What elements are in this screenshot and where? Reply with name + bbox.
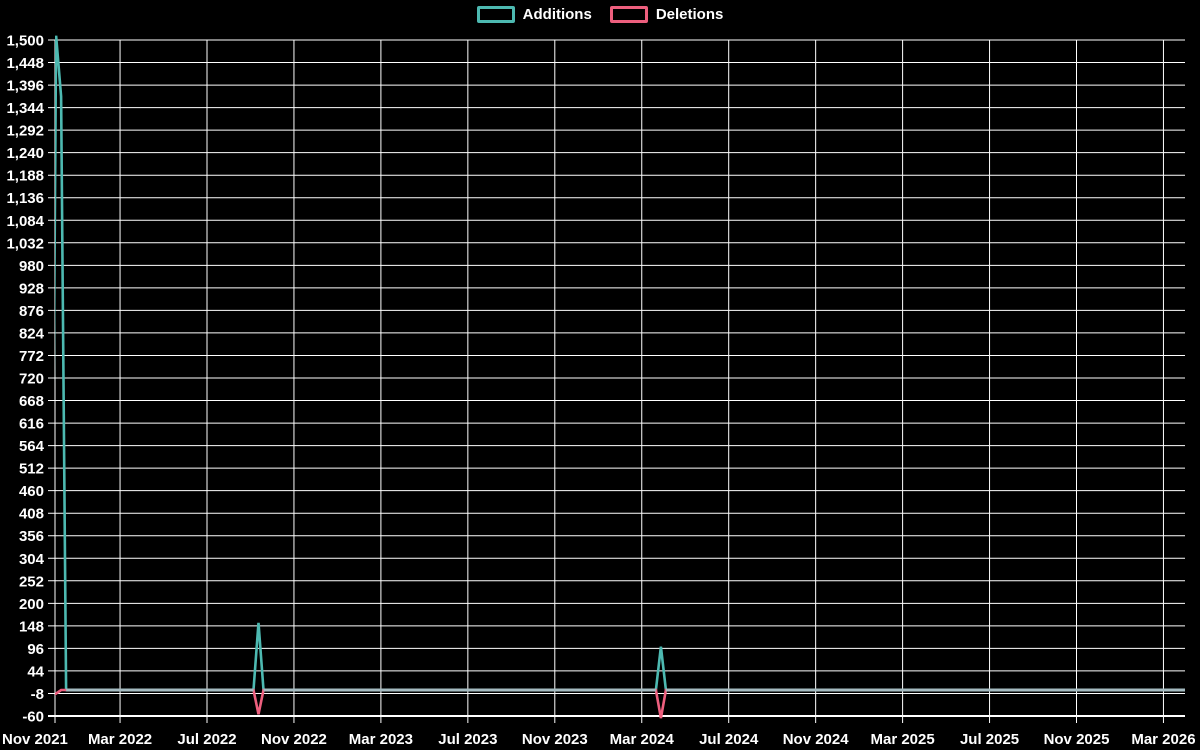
y-tick-label: 512	[19, 461, 44, 478]
y-tick-label: 668	[19, 393, 44, 410]
y-tick-label: 1,344	[6, 100, 44, 117]
y-tick-label: 1,136	[6, 190, 44, 207]
y-tick-label: 1,292	[6, 123, 44, 140]
x-tick-label: Mar 2024	[610, 731, 675, 748]
chart-legend: Additions Deletions	[0, 6, 1200, 23]
y-tick-label: 1,448	[6, 55, 44, 72]
additions-line	[55, 35, 1185, 692]
deletions-line	[55, 688, 1185, 719]
y-tick-label: 200	[19, 596, 44, 613]
y-tick-label: 252	[19, 573, 44, 590]
y-tick-label: 928	[19, 280, 44, 297]
legend-label-deletions: Deletions	[655, 6, 724, 23]
y-tick-label: -60	[22, 709, 44, 726]
y-tick-label: 1,240	[6, 145, 44, 162]
x-tick-label: Nov 2023	[522, 731, 588, 748]
y-tick-label: 1,084	[6, 213, 44, 230]
x-tick-label: Jul 2022	[177, 731, 236, 748]
x-tick-label: Nov 2021	[2, 731, 68, 748]
x-tick-label: Jul 2025	[960, 731, 1019, 748]
x-tick-label: Jul 2024	[699, 731, 759, 748]
y-tick-label: 564	[19, 438, 45, 455]
y-tick-label: 356	[19, 528, 44, 545]
additions-swatch-icon	[476, 6, 515, 23]
y-tick-label: 980	[19, 258, 44, 275]
x-tick-label: Mar 2025	[870, 731, 934, 748]
y-tick-label: 408	[19, 506, 44, 523]
y-tick-label: 304	[19, 551, 45, 568]
legend-label-additions: Additions	[522, 6, 592, 23]
y-tick-label: 460	[19, 483, 44, 500]
x-tick-label: Mar 2023	[349, 731, 413, 748]
y-tick-label: 1,032	[6, 235, 44, 252]
y-tick-label: 44	[27, 663, 44, 680]
y-tick-label: 1,188	[6, 168, 44, 185]
legend-item-deletions[interactable]: Deletions	[609, 6, 724, 23]
y-tick-label: 1,500	[6, 33, 44, 50]
x-tick-label: Mar 2026	[1131, 731, 1195, 748]
legend-item-additions[interactable]: Additions	[476, 6, 592, 23]
y-tick-label: 96	[27, 641, 44, 658]
x-tick-label: Nov 2025	[1044, 731, 1110, 748]
y-tick-label: 148	[19, 618, 44, 635]
y-tick-label: 772	[19, 348, 44, 365]
y-tick-label: 824	[19, 325, 45, 342]
x-tick-label: Nov 2024	[783, 731, 850, 748]
series-group	[55, 35, 1185, 719]
y-tick-label: 616	[19, 416, 44, 433]
y-tick-label: 1,396	[6, 78, 44, 95]
y-tick-label: 876	[19, 303, 44, 320]
y-tick-label: 720	[19, 371, 44, 388]
x-tick-label: Mar 2022	[88, 731, 152, 748]
x-tick-label: Jul 2023	[438, 731, 497, 748]
deletions-swatch-icon	[609, 6, 648, 23]
y-tick-label: -8	[31, 686, 44, 703]
x-tick-label: Nov 2022	[261, 731, 327, 748]
